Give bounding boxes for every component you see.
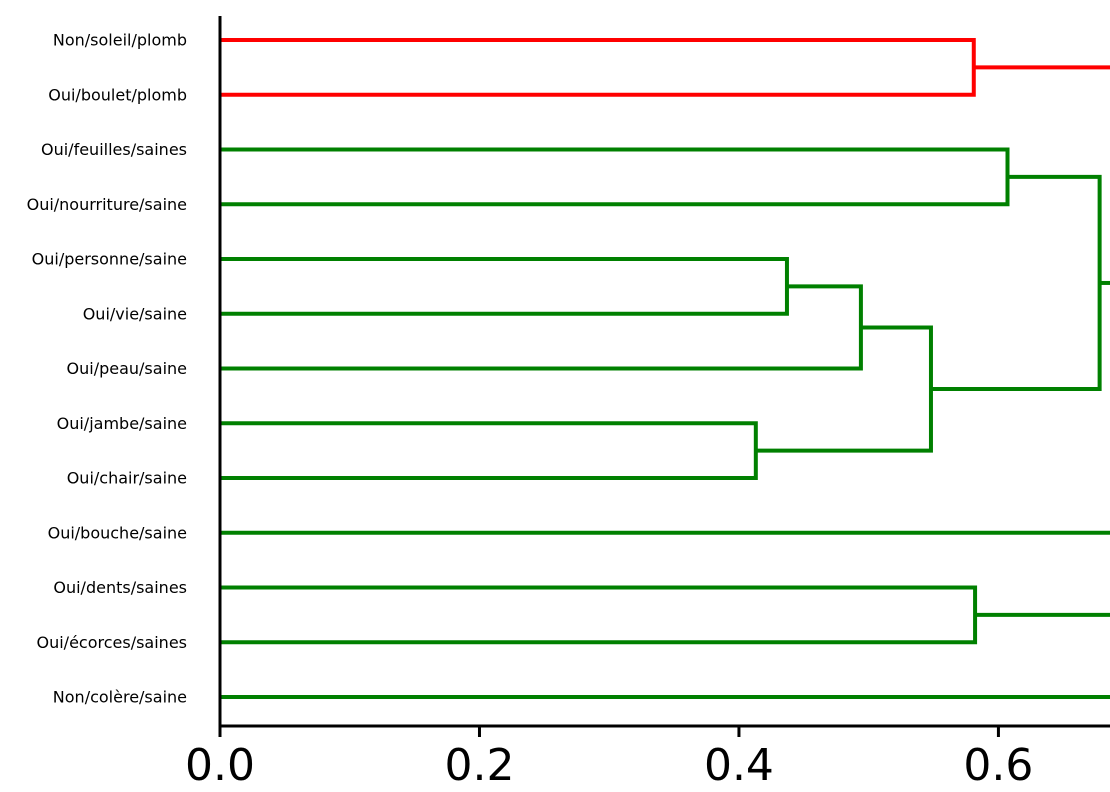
dendrogram-link xyxy=(220,421,758,480)
leaf-label: Oui/bouche/saine xyxy=(48,523,187,542)
dendrogram-link xyxy=(220,38,976,97)
dendrogram-link xyxy=(220,284,863,371)
leaf-label: Oui/jambe/saine xyxy=(57,414,187,433)
leaf-label: Oui/chair/saine xyxy=(67,469,187,488)
dendrogram-link xyxy=(755,325,933,453)
dendrogram-links xyxy=(220,38,1110,699)
leaf-label: Oui/boulet/plomb xyxy=(48,85,187,104)
leaf-label: Oui/écorces/saines xyxy=(37,633,188,652)
leaf-label: Non/soleil/plomb xyxy=(53,31,187,50)
x-tick-label: 0.2 xyxy=(444,740,514,791)
dendrogram-link xyxy=(220,257,789,316)
leaf-label: Oui/nourriture/saine xyxy=(27,195,187,214)
leaf-label: Non/colère/saine xyxy=(53,688,187,707)
leaf-label: Oui/peau/saine xyxy=(67,359,187,378)
axes xyxy=(218,16,1110,728)
dendrogram-link xyxy=(220,147,1010,207)
x-tick-label: 0.6 xyxy=(963,740,1033,791)
leaf-label: Oui/feuilles/saines xyxy=(41,140,187,159)
x-tick-label: 0.4 xyxy=(704,740,774,791)
dendrogram-link xyxy=(220,585,978,645)
leaf-labels: Non/soleil/plomb Oui/boulet/plomb Oui/feui… xyxy=(27,31,187,707)
leaf-label: Oui/dents/saines xyxy=(53,578,187,597)
leaf-label: Oui/vie/saine xyxy=(83,304,187,323)
x-ticks: 0.0 0.2 0.4 0.6 xyxy=(185,726,1033,791)
leaf-label: Oui/personne/saine xyxy=(32,250,187,269)
x-tick-label: 0.0 xyxy=(185,740,255,791)
dendrogram-link xyxy=(930,174,1102,392)
